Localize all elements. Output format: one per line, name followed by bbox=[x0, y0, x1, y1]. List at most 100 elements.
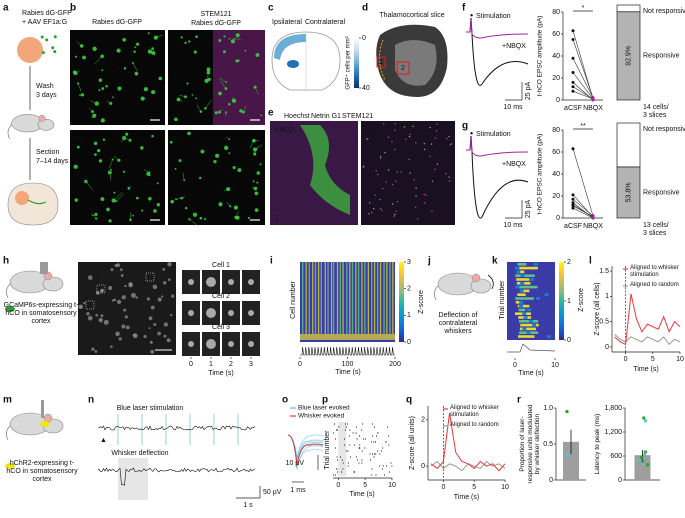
panel-label: j bbox=[427, 256, 431, 267]
neurite bbox=[223, 188, 229, 191]
soma bbox=[119, 268, 123, 272]
heatmap-noise bbox=[519, 301, 524, 304]
nucleus bbox=[423, 142, 426, 145]
cell bbox=[135, 42, 140, 46]
panel-label: n bbox=[88, 395, 94, 406]
soma bbox=[98, 317, 103, 323]
neurite bbox=[77, 83, 82, 92]
cell bbox=[254, 208, 259, 212]
stain-label: Netrin G1 bbox=[311, 113, 341, 120]
soma bbox=[100, 288, 104, 293]
nucleus bbox=[431, 210, 433, 212]
heatmap-band bbox=[300, 334, 395, 340]
y-tick-label: 1,200 bbox=[604, 429, 622, 436]
soma bbox=[143, 334, 147, 339]
caption: GCaMP6s-expressing t-hCO in somatosensor… bbox=[3, 302, 79, 325]
y-tick-label: 1,800 bbox=[604, 405, 622, 412]
soma bbox=[157, 297, 162, 302]
mouse-tail bbox=[6, 283, 11, 299]
heatmap-response bbox=[520, 323, 539, 327]
roi-label: 1 bbox=[379, 59, 383, 66]
heatmap-stripe bbox=[339, 262, 342, 334]
nucleus bbox=[431, 180, 434, 182]
heatmap-noise bbox=[523, 316, 528, 319]
cell bbox=[101, 69, 104, 72]
soma bbox=[110, 345, 113, 348]
laser-marker: ▲ bbox=[100, 437, 107, 444]
legend-entry: Aligned to whisker stimulation bbox=[450, 405, 499, 418]
image-label: VB bbox=[74, 136, 84, 143]
nucleus bbox=[381, 209, 383, 212]
pair-line bbox=[572, 72, 594, 100]
micrograph bbox=[168, 130, 265, 225]
nucleus bbox=[396, 171, 399, 173]
y-tick-label: 600 bbox=[610, 453, 622, 460]
nucleus bbox=[391, 183, 394, 186]
virus-dot bbox=[53, 35, 57, 39]
image-title: Rabies dG-GFP bbox=[92, 19, 142, 26]
soma bbox=[116, 299, 122, 305]
cell bbox=[228, 103, 231, 106]
x-tick-label: NBQX bbox=[583, 105, 603, 112]
nucleus bbox=[394, 148, 396, 151]
virus-dot bbox=[51, 46, 55, 50]
cell-soma bbox=[206, 308, 216, 318]
nucleus bbox=[425, 194, 427, 197]
heatmap-stripe bbox=[367, 262, 370, 334]
panel-label: f bbox=[462, 3, 466, 14]
cell bbox=[255, 53, 260, 57]
nucleus bbox=[394, 129, 396, 131]
heatmap-stripe bbox=[355, 262, 357, 334]
nucleus bbox=[395, 180, 397, 183]
y-tick-label: 0 bbox=[618, 477, 622, 484]
cell bbox=[116, 48, 121, 53]
heatmap-response bbox=[517, 263, 527, 266]
cell bbox=[133, 50, 136, 54]
x-tick-label: 5 bbox=[651, 356, 655, 363]
soma bbox=[123, 308, 127, 312]
cell bbox=[174, 117, 178, 122]
nbqx-trace bbox=[466, 19, 529, 39]
x-tick-label: 2 bbox=[229, 361, 233, 368]
x-tick-label: 0 bbox=[513, 362, 517, 369]
cell-soma bbox=[248, 341, 254, 347]
y-tick-label: 0.5 bbox=[543, 441, 553, 448]
y-tick-label: 40 bbox=[552, 53, 560, 60]
colorbar-tick-label: 2 bbox=[407, 286, 411, 293]
mouse-head bbox=[37, 118, 55, 131]
heatmap-noise bbox=[515, 285, 520, 289]
cell bbox=[93, 141, 98, 145]
cell bbox=[215, 153, 220, 158]
nucleus bbox=[379, 198, 381, 201]
heatmap-response bbox=[519, 285, 538, 289]
stim-marker: • bbox=[470, 10, 473, 20]
cell bbox=[222, 50, 226, 54]
y-tick-label: 20 bbox=[552, 193, 560, 200]
cell-soma bbox=[228, 310, 234, 316]
expression-icon bbox=[5, 463, 15, 469]
sample-size: 14 cells/ bbox=[643, 104, 669, 111]
heatmap-noise bbox=[526, 308, 531, 312]
cell bbox=[223, 145, 229, 151]
panel-label: i bbox=[270, 256, 273, 267]
cell bbox=[184, 206, 188, 210]
neurite bbox=[251, 186, 256, 189]
step-label: 7–14 days bbox=[36, 158, 69, 165]
y-tick-label: 0 bbox=[605, 344, 609, 351]
nucleus bbox=[395, 210, 397, 212]
heatmap-noise bbox=[536, 297, 541, 300]
cell bbox=[80, 93, 85, 97]
y-tick-label: 1 bbox=[605, 293, 609, 300]
organoid bbox=[40, 421, 50, 427]
cell bbox=[184, 41, 187, 44]
heatmap-response bbox=[516, 278, 530, 281]
heatmap-stripe bbox=[302, 262, 304, 334]
soma bbox=[87, 275, 93, 280]
roi-label: 1 bbox=[275, 215, 279, 222]
nucleus bbox=[374, 194, 376, 196]
heatmap-response bbox=[517, 270, 525, 274]
cell bbox=[188, 40, 191, 43]
cell bbox=[235, 215, 240, 220]
heatmap-stripe bbox=[364, 262, 366, 334]
cell bbox=[252, 180, 255, 183]
